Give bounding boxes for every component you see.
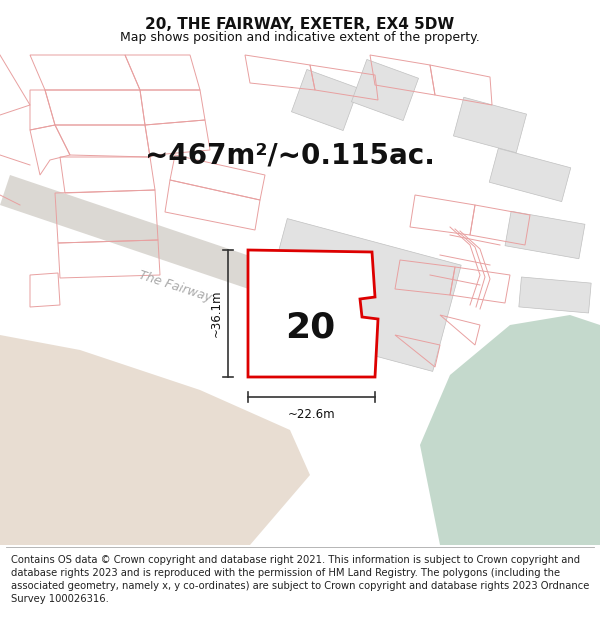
Polygon shape — [292, 69, 359, 131]
Text: The Fairway: The Fairway — [137, 269, 213, 305]
Polygon shape — [519, 277, 591, 313]
Text: 20: 20 — [285, 310, 335, 344]
Polygon shape — [352, 59, 419, 121]
Text: Map shows position and indicative extent of the property.: Map shows position and indicative extent… — [120, 31, 480, 44]
Polygon shape — [0, 175, 395, 330]
Text: ~36.1m: ~36.1m — [209, 290, 223, 338]
Polygon shape — [248, 250, 378, 377]
Polygon shape — [420, 315, 600, 545]
Polygon shape — [489, 148, 571, 202]
Text: 20, THE FAIRWAY, EXETER, EX4 5DW: 20, THE FAIRWAY, EXETER, EX4 5DW — [145, 16, 455, 31]
Polygon shape — [505, 211, 585, 259]
Polygon shape — [259, 219, 461, 371]
Text: ~467m²/~0.115ac.: ~467m²/~0.115ac. — [145, 141, 435, 169]
Text: ~22.6m: ~22.6m — [287, 408, 335, 421]
Polygon shape — [454, 98, 527, 152]
Text: Contains OS data © Crown copyright and database right 2021. This information is : Contains OS data © Crown copyright and d… — [11, 554, 589, 604]
Polygon shape — [0, 335, 310, 545]
